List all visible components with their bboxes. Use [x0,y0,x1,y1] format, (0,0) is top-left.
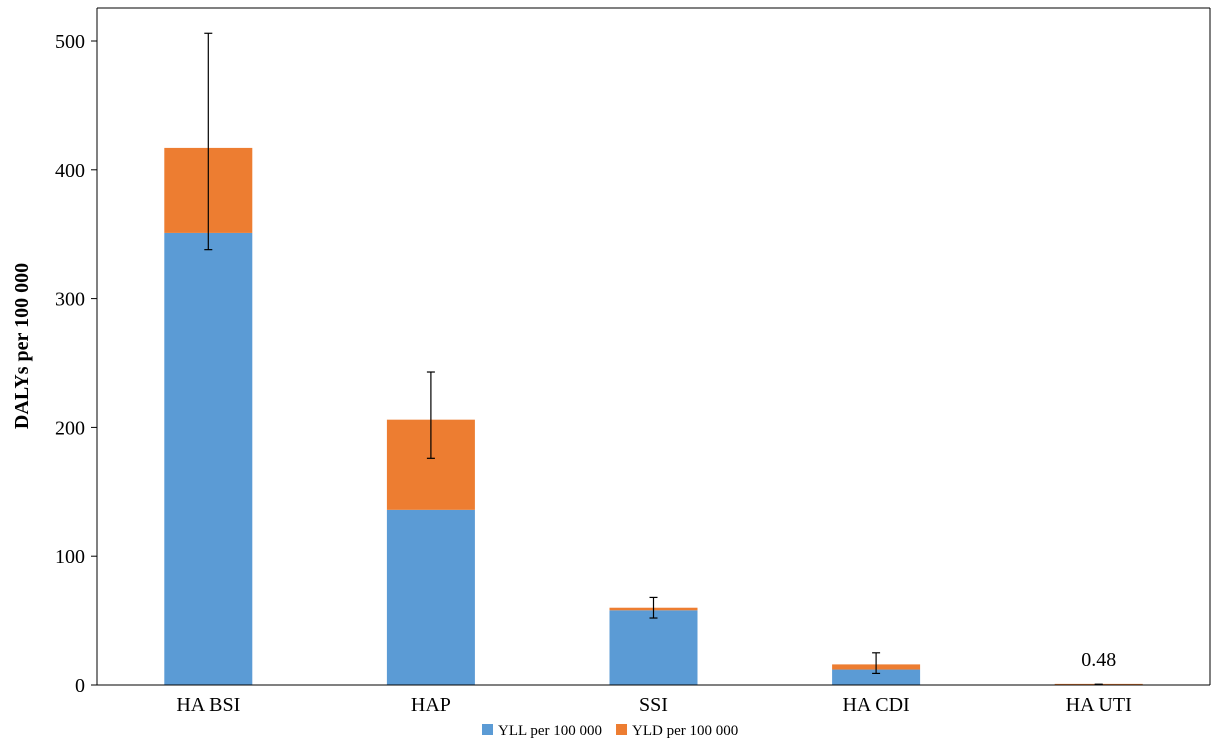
error-bars-group [204,32,1103,686]
legend-swatch-0 [482,724,493,735]
data-labels-group: 0.48 [1081,649,1116,671]
y-axis-label: DALYs per 100 000 [11,263,33,429]
x-category-label-ha-uti: HA UTI [1066,694,1132,716]
bar-ha-cdi-series-0 [832,669,921,685]
legend-label-1: YLD per 100 000 [632,723,738,739]
bar-ssi-series-0 [609,610,698,685]
x-category-label-hap: HAP [411,694,451,716]
y-tick-label-200: 200 [55,417,85,439]
legend-swatch-1 [616,724,628,735]
bar-ha-bsi-series-0 [164,232,253,686]
x-category-label-ssi: SSI [639,694,668,716]
y-tick-label-400: 400 [55,160,85,182]
x-category-label-ha-bsi: HA BSI [176,694,240,716]
y-ticks-group: 0 100 200 300 400 500 [55,31,97,697]
x-labels-group: HA BSI HAP SSI HA CDI HA UTI [176,694,1131,716]
legend: YLL per 100 000 YLD per 100 000 [482,723,738,739]
y-tick-label-300: 300 [55,289,85,311]
bar-hap-series-0 [386,509,475,685]
y-tick-label-100: 100 [55,546,85,568]
axes-group [96,7,1211,686]
y-tick-label-0: 0 [75,675,85,697]
x-category-label-ha-cdi: HA CDI [842,694,909,716]
data-label-ha-uti: 0.48 [1081,649,1116,671]
y-tick-label-500: 500 [55,31,85,53]
legend-label-0: YLL per 100 000 [498,723,602,739]
